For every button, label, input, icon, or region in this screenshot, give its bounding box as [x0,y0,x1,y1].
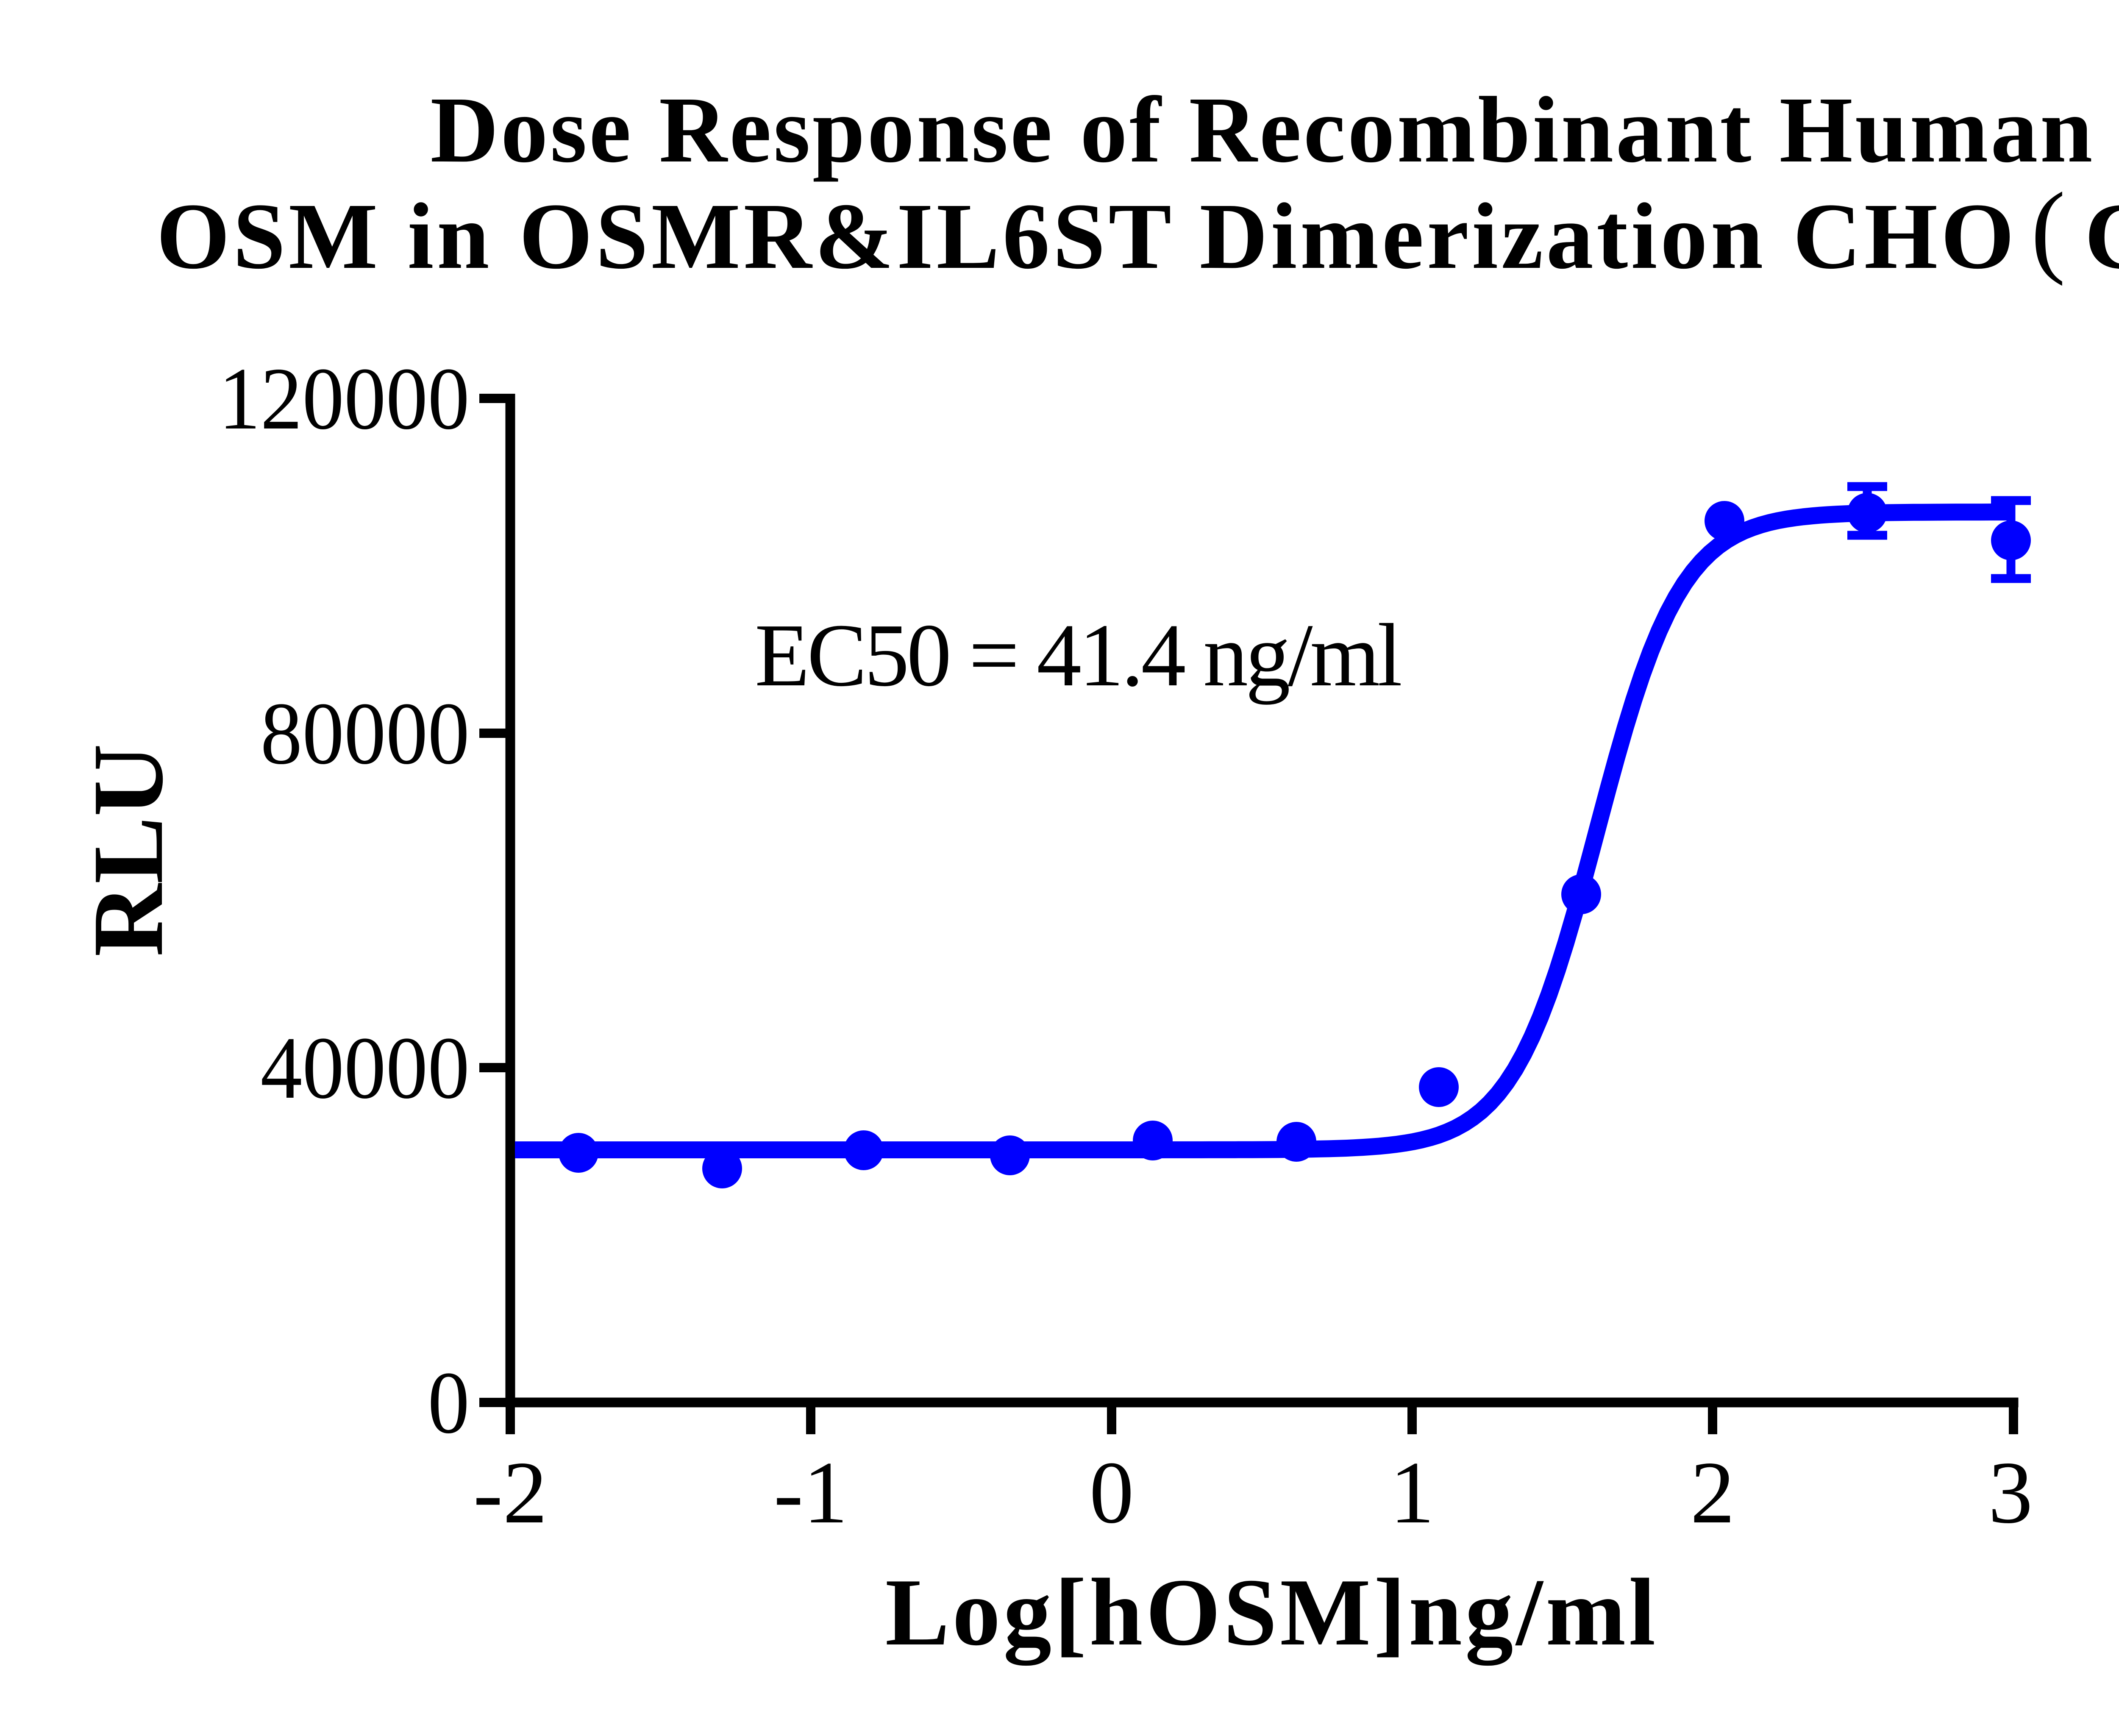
svg-text:1: 1 [1390,1444,1435,1542]
svg-text:RLU: RLU [72,744,184,957]
svg-text:Log[hOSM]ng/ml: Log[hOSM]ng/ml [885,1559,1658,1666]
svg-text:40000: 40000 [261,1018,470,1117]
svg-text:-2: -2 [473,1444,548,1542]
svg-text:Dose Response of Recombinant H: Dose Response of Recombinant Human [430,78,2094,182]
svg-text:120000: 120000 [219,349,470,448]
svg-text:0: 0 [428,1353,470,1452]
svg-text:EC50 = 41.4 ng/ml: EC50 = 41.4 ng/ml [755,605,1401,705]
svg-text:2: 2 [1691,1444,1735,1542]
svg-text:OSM in OSMR&IL6ST Dimerization: OSM in OSMR&IL6ST Dimerization CHO(C52) [156,171,2119,289]
svg-text:0: 0 [1090,1444,1134,1542]
svg-text:3: 3 [1988,1444,2033,1542]
svg-text:80000: 80000 [261,684,470,783]
svg-text:-1: -1 [774,1444,848,1542]
